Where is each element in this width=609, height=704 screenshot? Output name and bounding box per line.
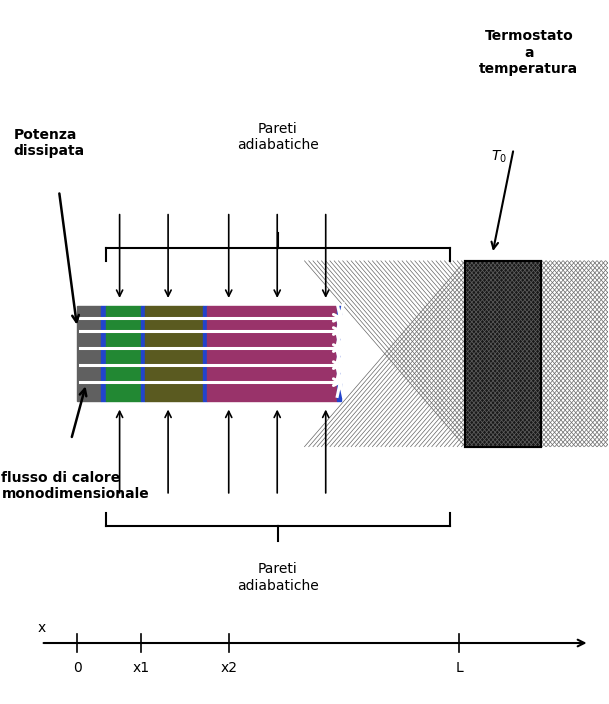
Text: L: L xyxy=(455,660,463,674)
Bar xyxy=(337,306,342,401)
Text: x1: x1 xyxy=(132,660,149,674)
Text: $T_0$: $T_0$ xyxy=(490,149,507,165)
Text: x: x xyxy=(38,621,46,634)
Text: Pareti
adiabatiche: Pareti adiabatiche xyxy=(237,562,319,593)
Bar xyxy=(77,306,102,401)
Bar xyxy=(102,306,105,401)
Text: Termostato
a
temperatura: Termostato a temperatura xyxy=(479,30,579,76)
Bar xyxy=(105,306,141,401)
Text: Pareti
adiabatiche: Pareti adiabatiche xyxy=(237,122,319,152)
Bar xyxy=(207,306,337,401)
Bar xyxy=(465,261,541,446)
Bar xyxy=(141,306,145,401)
Text: x2: x2 xyxy=(220,660,238,674)
Text: 0: 0 xyxy=(73,660,82,674)
Bar xyxy=(203,306,207,401)
Bar xyxy=(145,306,203,401)
Text: flusso di calore
monodimensionale: flusso di calore monodimensionale xyxy=(1,471,149,501)
Bar xyxy=(465,261,541,446)
Text: Potenza
dissipata: Potenza dissipata xyxy=(13,127,85,158)
